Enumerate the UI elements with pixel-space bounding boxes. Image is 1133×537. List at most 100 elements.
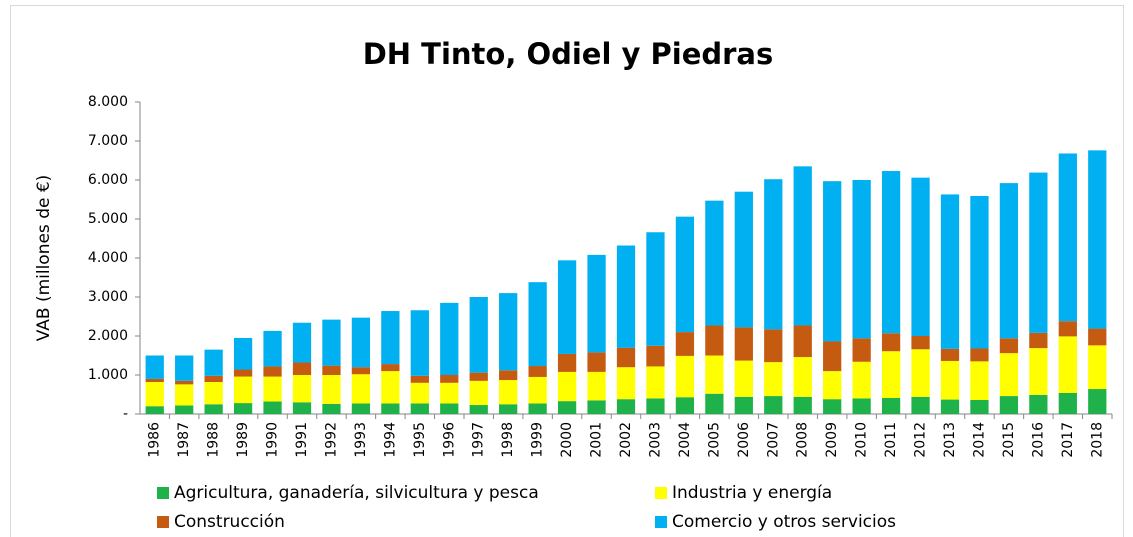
bar-segment: [911, 396, 930, 414]
x-tick-label: 2017: [1060, 422, 1076, 458]
legend-swatch: [655, 487, 667, 499]
bar-segment: [793, 166, 812, 326]
bar-segment: [764, 362, 783, 397]
x-tick-label: 2005: [706, 422, 722, 458]
x-tick-label: 2014: [971, 422, 987, 458]
legend-label: Agricultura, ganadería, silvicultura y p…: [174, 483, 539, 503]
bar-segment: [675, 397, 695, 414]
bar-segment: [1029, 348, 1048, 395]
x-tick-label: 1997: [471, 422, 487, 458]
x-tick-label: 1998: [500, 422, 516, 458]
bar-segment: [1058, 321, 1077, 337]
bar-segment: [292, 375, 312, 403]
bar-segment: [233, 376, 253, 404]
bar-segment: [145, 406, 164, 414]
x-tick-label: 2018: [1089, 422, 1105, 458]
bar-segment: [911, 336, 930, 350]
bar-segment: [616, 347, 636, 368]
bar-segment: [970, 348, 989, 362]
y-tick-label: 4.000: [88, 250, 128, 266]
bar-segment: [970, 361, 989, 400]
bar-segment: [175, 405, 194, 414]
bar-segment: [616, 399, 636, 414]
bar-segment: [646, 398, 665, 414]
bar-segment: [292, 362, 312, 375]
bar-segment: [734, 396, 753, 414]
bar-segment: [705, 393, 724, 414]
bar-segment: [263, 401, 282, 414]
bar-segment: [410, 375, 429, 383]
bar-segment: [557, 260, 577, 354]
bar-segment: [322, 403, 341, 414]
bar-segment: [145, 378, 164, 383]
bar-segment: [440, 403, 459, 414]
bar-segment: [410, 310, 429, 376]
bar-segment: [705, 355, 724, 394]
bar-segment: [764, 329, 783, 363]
bar-segment: [233, 369, 253, 377]
bar-segment: [1029, 394, 1048, 414]
bar-segment: [970, 195, 989, 349]
x-tick-label: 1990: [265, 422, 281, 458]
bar-segment: [734, 360, 753, 397]
y-tick-label: 3.000: [88, 289, 128, 305]
bar-segment: [999, 338, 1019, 354]
bar-segment: [1058, 392, 1077, 414]
bar-segment: [675, 355, 695, 398]
bar-segment: [940, 194, 960, 349]
bar-segment: [705, 200, 724, 326]
x-tick-label: 1995: [412, 422, 428, 458]
x-tick-label: 2002: [618, 422, 634, 458]
legend-swatch: [157, 516, 169, 528]
bar-segment: [440, 375, 459, 383]
bar-segment: [587, 400, 606, 414]
bar-segment: [410, 403, 429, 414]
x-tick-label: 2004: [677, 422, 693, 458]
bar-segment: [1029, 172, 1048, 333]
x-tick-label: 1986: [147, 422, 163, 458]
bar-segment: [322, 365, 341, 375]
bar-segment: [204, 382, 223, 405]
y-axis-title: VAB (millones de €): [34, 175, 54, 342]
x-tick-label: 1991: [294, 422, 310, 458]
bar-segment: [646, 232, 665, 346]
bar-segment: [204, 375, 223, 383]
bar-segment: [1088, 328, 1107, 346]
x-tick-label: 2010: [854, 422, 870, 458]
x-tick-label: 2000: [559, 422, 575, 458]
legend-label: Comercio y otros servicios: [672, 512, 896, 532]
bar-segment: [351, 374, 371, 404]
bar-segment: [1088, 389, 1107, 414]
bar-segment: [233, 337, 253, 370]
bar-segment: [381, 403, 400, 414]
bar-segment: [999, 353, 1019, 397]
bar-segment: [322, 375, 341, 404]
bar-segment: [1058, 153, 1077, 322]
bar-segment: [852, 398, 871, 414]
bar-segment: [145, 355, 164, 379]
bar-segment: [175, 355, 194, 381]
bar-segment: [351, 317, 371, 368]
bar-segment: [675, 332, 695, 356]
legend-label: Industria y energía: [672, 483, 832, 503]
bar-segment: [823, 371, 842, 400]
bar-segment: [204, 404, 223, 414]
bar-segment: [823, 399, 842, 414]
x-tick-label: 2003: [647, 422, 663, 458]
bar-segment: [881, 171, 901, 334]
bar-segment: [469, 372, 488, 381]
bar-segment: [852, 338, 871, 362]
bar-segment: [852, 180, 871, 339]
bar-segment: [823, 341, 842, 372]
legend-label: Construcción: [174, 512, 285, 532]
bar-segment: [734, 327, 753, 361]
bar-segment: [499, 380, 518, 405]
bar-segment: [528, 366, 547, 377]
bar-segment: [1058, 336, 1077, 393]
bar-segment: [587, 254, 606, 353]
bar-segment: [911, 349, 930, 397]
bar-segment: [528, 403, 547, 414]
bar-segment: [911, 177, 930, 336]
bar-segment: [616, 245, 636, 348]
bar-segment: [499, 404, 518, 414]
